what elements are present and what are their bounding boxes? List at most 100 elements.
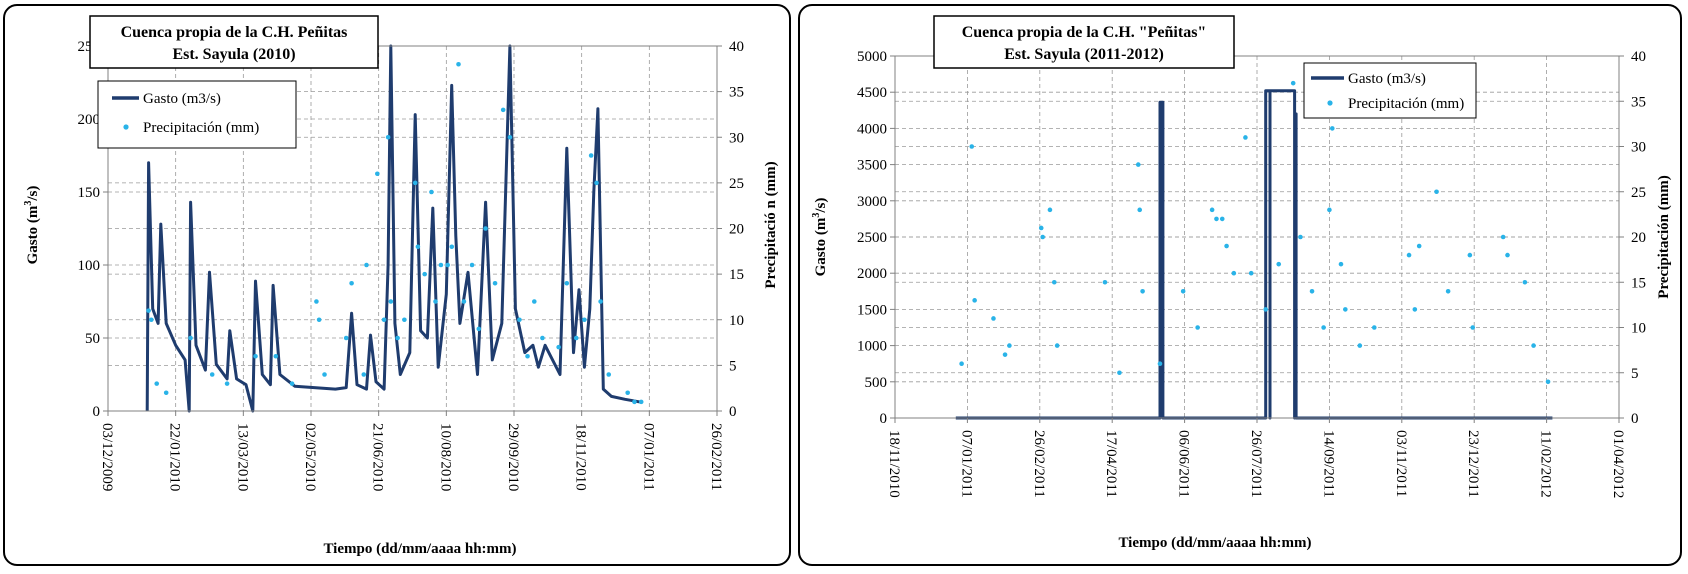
precipitation-point: [573, 335, 579, 341]
precipitation-point: [1135, 162, 1141, 167]
precipitation-point: [1412, 307, 1418, 312]
y2-axis-label-left: Precipitació n (mm): [763, 161, 779, 288]
precipitation-point: [1276, 261, 1282, 267]
precipitation-point: [598, 299, 603, 304]
precipitation-point: [507, 134, 513, 140]
legend-label-precipitacion: Precipitación (mm): [143, 120, 259, 136]
precipitation-point: [1051, 279, 1057, 285]
x-tick-label: 18/11/2010: [886, 430, 902, 498]
precipitation-point: [1416, 243, 1422, 249]
chart-title-line1: Cuenca propia de la C.H. Peñitas: [121, 24, 348, 41]
precipitation-point: [606, 372, 612, 377]
x-tick-label: 01/04/2012: [1610, 430, 1626, 498]
legend-label-precipitacion: Precipitación (mm): [1348, 96, 1464, 112]
precipitation-point: [385, 134, 391, 140]
precipitation-point: [395, 335, 400, 341]
x-tick-label: 26/02/2011: [1031, 430, 1047, 498]
x-tick-label: 10/08/2010: [437, 423, 453, 491]
y-tick-label: 50: [85, 331, 100, 347]
precipitation-point: [1406, 252, 1412, 258]
precipitation-point: [253, 353, 258, 359]
precipitation-point: [1327, 207, 1332, 213]
y-tick-label: 200: [78, 112, 101, 128]
precipitation-point: [1531, 343, 1536, 348]
y2-tick-label: 5: [729, 358, 737, 374]
precipitation-point: [449, 244, 455, 250]
chart-title-line1: Cuenca propia de la C.H. "Peñitas": [962, 24, 1207, 41]
precipitation-point: [1357, 343, 1363, 348]
precipitation-point: [540, 335, 545, 341]
precipitation-point: [154, 381, 160, 386]
precipitation-point: [1038, 225, 1044, 231]
y2-tick-label: 25: [729, 176, 744, 192]
precipitation-point: [1157, 361, 1163, 367]
precipitation-point: [1054, 343, 1060, 348]
y2-tick-label: 30: [1631, 140, 1646, 156]
x-tick-label: 26/07/2011: [1248, 430, 1264, 498]
precipitation-point: [1329, 126, 1335, 131]
precipitation-point: [483, 226, 488, 231]
precipitation-point: [588, 153, 594, 158]
series-group-left: [145, 44, 644, 413]
x-tick-label: 14/09/2011: [1320, 430, 1336, 498]
precipitation-point: [969, 144, 975, 149]
y-tick-label: 100: [78, 258, 101, 274]
precipitation-point: [1545, 379, 1551, 385]
precipitation-point: [1467, 252, 1473, 258]
precipitation-point: [146, 308, 151, 313]
precipitation-point: [517, 317, 522, 323]
precipitation-point: [1219, 216, 1225, 222]
legend-left: Gasto (m3/s) Precipitación (mm): [97, 80, 297, 149]
precipitation-point: [429, 189, 434, 195]
x-tick-label: 03/12/2009: [99, 423, 115, 491]
precipitation-point: [1214, 216, 1219, 222]
precipitation-point: [959, 361, 964, 367]
chart-title-line2: Est. Sayula (2010): [172, 46, 295, 63]
x-tick-label: 13/03/2010: [234, 423, 250, 491]
x-axis-label-right: Tiempo (dd/mm/aaaa hh:mm): [1118, 535, 1311, 551]
precipitation-point: [469, 262, 475, 268]
y2-tick-label: 35: [1631, 94, 1646, 110]
legend-swatch-precipitacion: [1327, 100, 1333, 106]
precipitation-point: [476, 326, 482, 332]
y2-tick-label: 15: [729, 267, 744, 283]
precipitation-point: [163, 390, 169, 396]
legend-label-gasto: Gasto (m3/s): [1348, 71, 1426, 87]
precipitation-point: [972, 298, 977, 303]
gasto-line: [145, 44, 642, 413]
precipitation-point: [402, 317, 407, 323]
precipitation-point: [224, 381, 230, 386]
precipitation-point: [991, 316, 996, 321]
precipitation-point: [1290, 80, 1296, 86]
y2-tick-label: 20: [729, 222, 744, 238]
y2-tick-label: 20: [1631, 230, 1646, 246]
y-tick-label: 3500: [857, 158, 887, 174]
precipitation-point: [388, 299, 394, 304]
y2-tick-label: 25: [1631, 185, 1646, 201]
legend-swatch-precipitacion: [123, 124, 129, 130]
y-tick-label: 1000: [857, 339, 887, 355]
precipitation-point: [1117, 370, 1122, 376]
axes-right: [890, 55, 1624, 423]
x-tick-label: 23/12/2011: [1465, 430, 1481, 498]
x-tick-label: 07/01/2011: [640, 423, 656, 491]
precipitation-point: [1298, 234, 1303, 240]
precipitation-point: [564, 280, 570, 286]
precipitation-point: [1040, 234, 1045, 240]
precipitation-point: [415, 244, 421, 250]
precipitation-point: [1140, 289, 1145, 294]
precipitation-point: [381, 317, 387, 323]
y-tick-label: 0: [880, 411, 888, 427]
x-tick-label: 11/02/2012: [1538, 430, 1554, 498]
precipitation-point: [500, 107, 506, 113]
precipitation-point: [1002, 352, 1008, 357]
precipitation-point: [638, 399, 644, 405]
title-box-right: Cuenca propia de la C.H. "Peñitas" Est. …: [933, 15, 1235, 69]
x-tick-label: 17/04/2011: [1103, 430, 1119, 498]
precipitation-point: [461, 299, 467, 304]
precipitation-point: [1338, 261, 1344, 267]
y2-tick-label: 0: [729, 404, 737, 420]
precipitation-point: [375, 171, 380, 177]
y2-tick-label: 5: [1631, 366, 1639, 382]
precipitation-point: [322, 372, 327, 377]
